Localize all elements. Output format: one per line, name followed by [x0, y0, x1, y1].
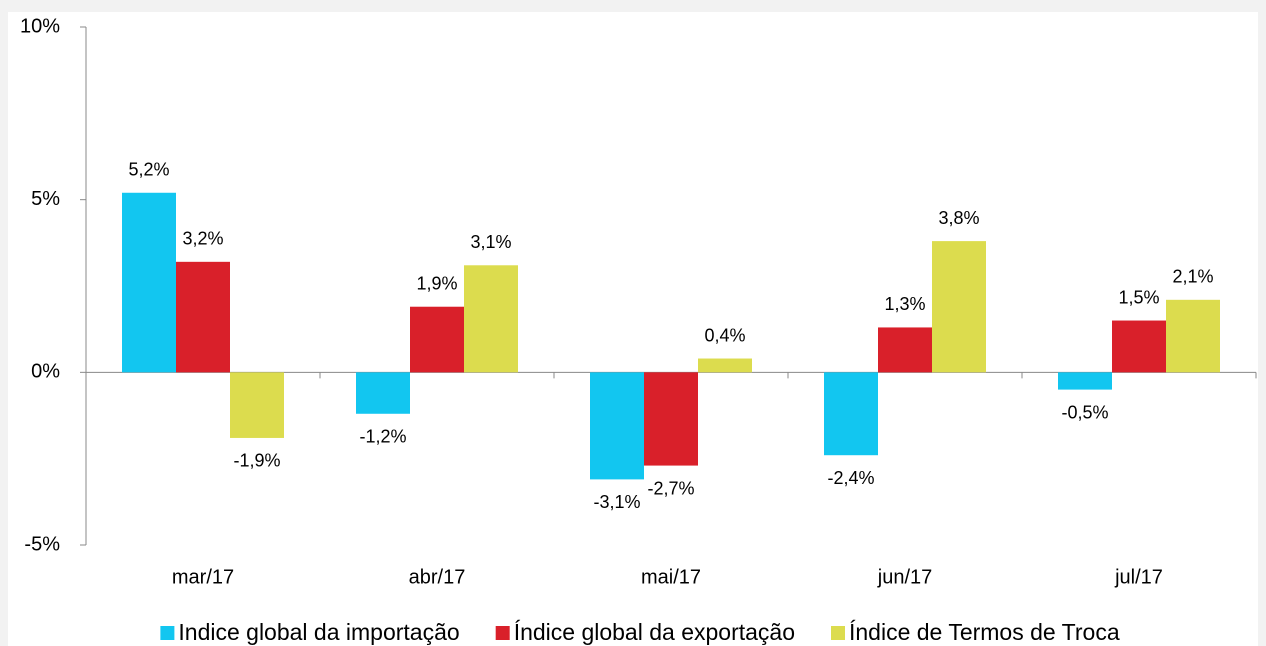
value-label: -2,7% — [647, 478, 694, 498]
x-tick-label: jun/17 — [877, 566, 933, 588]
legend-label: Indice global da importação — [178, 619, 459, 645]
bar — [410, 306, 464, 373]
legend-swatch — [831, 626, 845, 640]
x-tick-label: abr/17 — [409, 566, 466, 588]
value-label: 1,5% — [1118, 287, 1159, 307]
bar — [698, 358, 752, 373]
value-label: -1,9% — [233, 451, 280, 471]
y-tick-label: 10% — [20, 15, 60, 37]
legend-label: Índice global da exportação — [514, 619, 795, 645]
bar — [644, 372, 698, 466]
value-label: 5,2% — [128, 160, 169, 180]
bar — [590, 372, 644, 480]
bar — [878, 327, 932, 373]
value-label: 1,3% — [884, 294, 925, 314]
value-label: 1,9% — [416, 273, 457, 293]
y-tick-label: 5% — [31, 188, 60, 210]
value-label: -1,2% — [359, 427, 406, 447]
bar — [932, 241, 986, 373]
value-label: -3,1% — [593, 492, 640, 512]
y-tick-label: -5% — [24, 533, 60, 555]
x-tick-label: mai/17 — [641, 566, 701, 588]
bar — [824, 372, 878, 456]
legend-swatch — [160, 626, 175, 640]
x-tick-label: jul/17 — [1114, 566, 1163, 588]
bar — [356, 372, 410, 414]
bar — [464, 265, 518, 373]
value-label: 3,2% — [182, 229, 223, 249]
legend-label: Índice de Termos de Troca — [849, 619, 1120, 645]
value-label: 2,1% — [1172, 267, 1213, 287]
value-label: -0,5% — [1061, 402, 1108, 422]
x-tick-label: mar/17 — [172, 566, 234, 588]
legend-swatch — [495, 626, 510, 640]
y-tick-label: 0% — [31, 361, 60, 383]
value-label: 3,8% — [938, 208, 979, 228]
bar — [122, 192, 176, 373]
value-label: 3,1% — [470, 232, 511, 252]
bar — [1112, 320, 1166, 373]
bar — [1058, 372, 1112, 390]
bar — [1166, 299, 1220, 373]
bar — [230, 372, 284, 438]
bar — [176, 261, 230, 373]
value-label: 0,4% — [704, 325, 745, 345]
value-label: -2,4% — [827, 468, 874, 488]
